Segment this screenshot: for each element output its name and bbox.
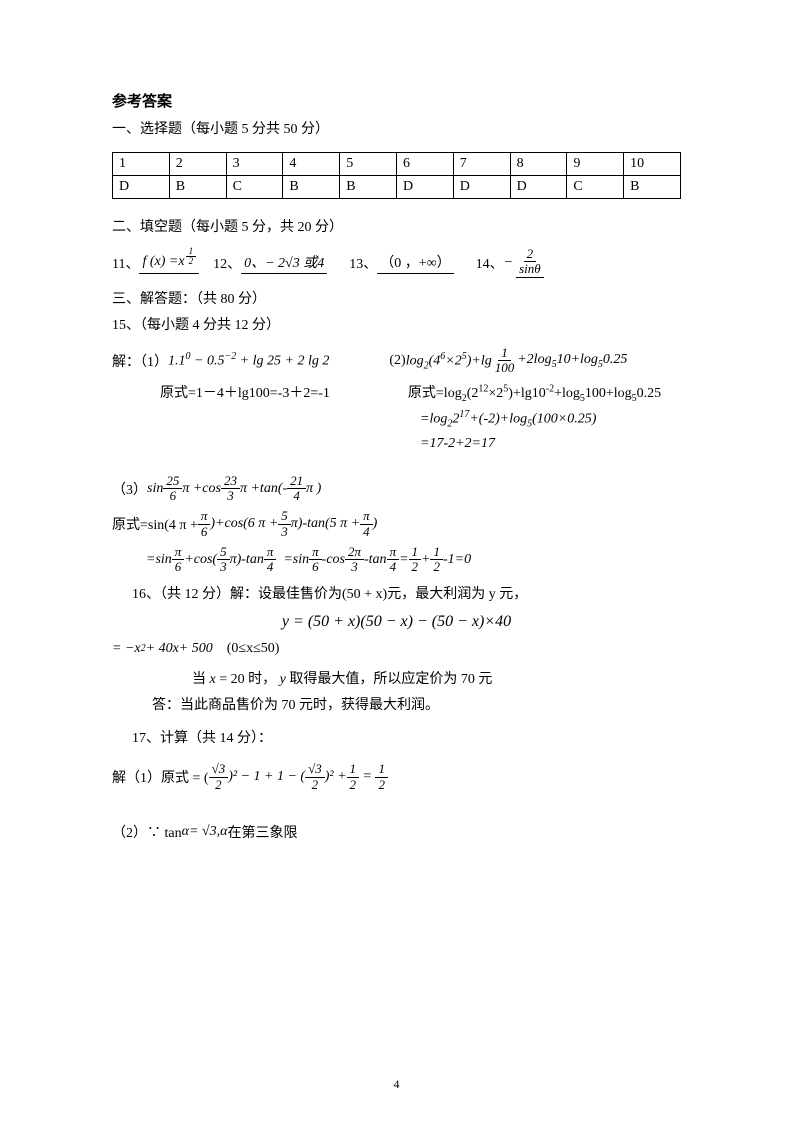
- page-container: 参考答案 一、选择题（每小题 5 分共 50 分） 1 2 3 4 5 6 7 …: [0, 0, 793, 1122]
- col-5: 5: [340, 152, 397, 175]
- table-row: 1 2 3 4 5 6 7 8 9 10: [113, 152, 681, 175]
- q13-label: 13、: [349, 253, 377, 273]
- doc-title: 参考答案: [112, 90, 681, 111]
- q16-expand: = −x2 + 40x + 500 (0≤x≤50): [112, 641, 681, 657]
- q13-answer: （0 ，+∞）: [377, 252, 453, 274]
- q15-2-step1: 原式=log2(212×25)+lg10-2+log5100+log50.25: [408, 382, 661, 404]
- q15-3-label: （3）: [112, 479, 147, 499]
- q15-3-row3: =sin π6 +cos( 53 π )-tan π4 =sin π6 -cos…: [146, 545, 681, 575]
- q15-2-frac: 1100: [492, 346, 518, 376]
- ans-10: B: [624, 175, 681, 198]
- ans-2: B: [169, 175, 226, 198]
- q15-2-step3: =17-2+2=17: [420, 436, 495, 452]
- q17-heading: 17、计算（共 14 分）：: [132, 726, 681, 753]
- q15-row4: =17-2+2=17: [112, 436, 681, 452]
- q15-2-step2: =log2217+(-2)+log5(100×0.25): [420, 409, 596, 429]
- q11-label: 11、: [112, 253, 139, 273]
- q16-heading-row: 16、（共 12 分） 解：设最佳售价为(50 + x)元，最大利润为 y 元，: [132, 583, 681, 603]
- col-3: 3: [226, 152, 283, 175]
- q15-1-expr: 1.10 − 0.5−2 + lg 25 + 2 lg 2: [168, 351, 329, 370]
- col-6: 6: [396, 152, 453, 175]
- table-row: D B C B B D D D C B: [113, 175, 681, 198]
- q11-answer: f (x) = x12: [139, 252, 199, 275]
- q15-2-label: (2): [389, 353, 405, 369]
- q17-1-prefix: 解（1）原式 = (: [112, 767, 209, 787]
- col-9: 9: [567, 152, 624, 175]
- q16-max: 当 x = 20 时， y 取得最大值，所以应定价为 70 元: [192, 667, 681, 694]
- col-8: 8: [510, 152, 567, 175]
- col-1: 1: [113, 152, 170, 175]
- q15-row2: 原式=1－4＋lg100=-3＋2=-1 原式=log2(212×25)+lg1…: [112, 382, 681, 404]
- col-4: 4: [283, 152, 340, 175]
- q15-1-step: 原式=1－4＋lg100=-3＋2=-1: [160, 382, 330, 402]
- q15-row1: 解：（1） 1.10 − 0.5−2 + lg 25 + 2 lg 2 (2) …: [112, 346, 681, 376]
- section2-heading: 二、填空题（每小题 5 分，共 20 分）: [112, 215, 681, 242]
- q16-answer: 答：当此商品售价为 70 元时，获得最大利润。: [152, 693, 681, 720]
- ans-9: C: [567, 175, 624, 198]
- ans-7: D: [453, 175, 510, 198]
- q15-row3: =log2217+(-2)+log5(100×0.25): [112, 409, 681, 429]
- ans-1: D: [113, 175, 170, 198]
- q16-eq: y = (50 + x)(50 − x) − (50 − x)×40: [112, 613, 681, 631]
- ans-6: D: [396, 175, 453, 198]
- q16-heading: 16、（共 12 分）: [132, 583, 230, 603]
- ans-5: B: [340, 175, 397, 198]
- q15-2-expr: log2(46×25)+lg: [406, 351, 492, 371]
- q17-1-row: 解（1）原式 = ( √32 )² − 1 + 1 − ( √32 )² + 1…: [112, 762, 681, 792]
- q14-answer: 2 sinθ: [513, 247, 547, 279]
- page-number: 4: [0, 1077, 793, 1092]
- q12-label: 12、: [213, 253, 241, 273]
- col-10: 10: [624, 152, 681, 175]
- answers-table: 1 2 3 4 5 6 7 8 9 10 D B C B B D D D C B: [112, 152, 681, 199]
- ans-4: B: [283, 175, 340, 198]
- q14-sign: −: [504, 255, 513, 271]
- ans-8: D: [510, 175, 567, 198]
- q17-2-row: （2）∵ tanα = √3, α在第三象限: [112, 822, 681, 842]
- q15-3-row1: （3） sin 256 π +cos 233 π +tan(- 214 π ): [112, 474, 681, 504]
- q12-answer: 0、− 2√3 或4: [241, 252, 327, 274]
- ans-3: C: [226, 175, 283, 198]
- q15-3-row2: 原式=sin(4 π + π6 )+cos(6 π + 53 π )-tan(5…: [112, 509, 681, 539]
- q15-1-prefix: 解：（1）: [112, 351, 168, 371]
- fill-blank-row: 11、 f (x) = x12 12、 0、− 2√3 或4 13、 （0 ，+…: [112, 247, 681, 279]
- q15-2-tail: +2log510+log50.25: [517, 352, 627, 370]
- col-2: 2: [169, 152, 226, 175]
- section1-heading: 一、选择题（每小题 5 分共 50 分）: [112, 117, 681, 144]
- q15-3-l1-prefix: 原式=sin(4 π +: [112, 514, 198, 534]
- q16-setup: 解：设最佳售价为(50 + x)元，最大利润为 y 元，: [230, 583, 527, 603]
- q15-heading: 15、（每小题 4 分共 12 分）: [112, 313, 681, 340]
- col-7: 7: [453, 152, 510, 175]
- section3-heading: 三、解答题：（共 80 分）: [112, 287, 681, 314]
- q14-label: 14、: [476, 253, 504, 273]
